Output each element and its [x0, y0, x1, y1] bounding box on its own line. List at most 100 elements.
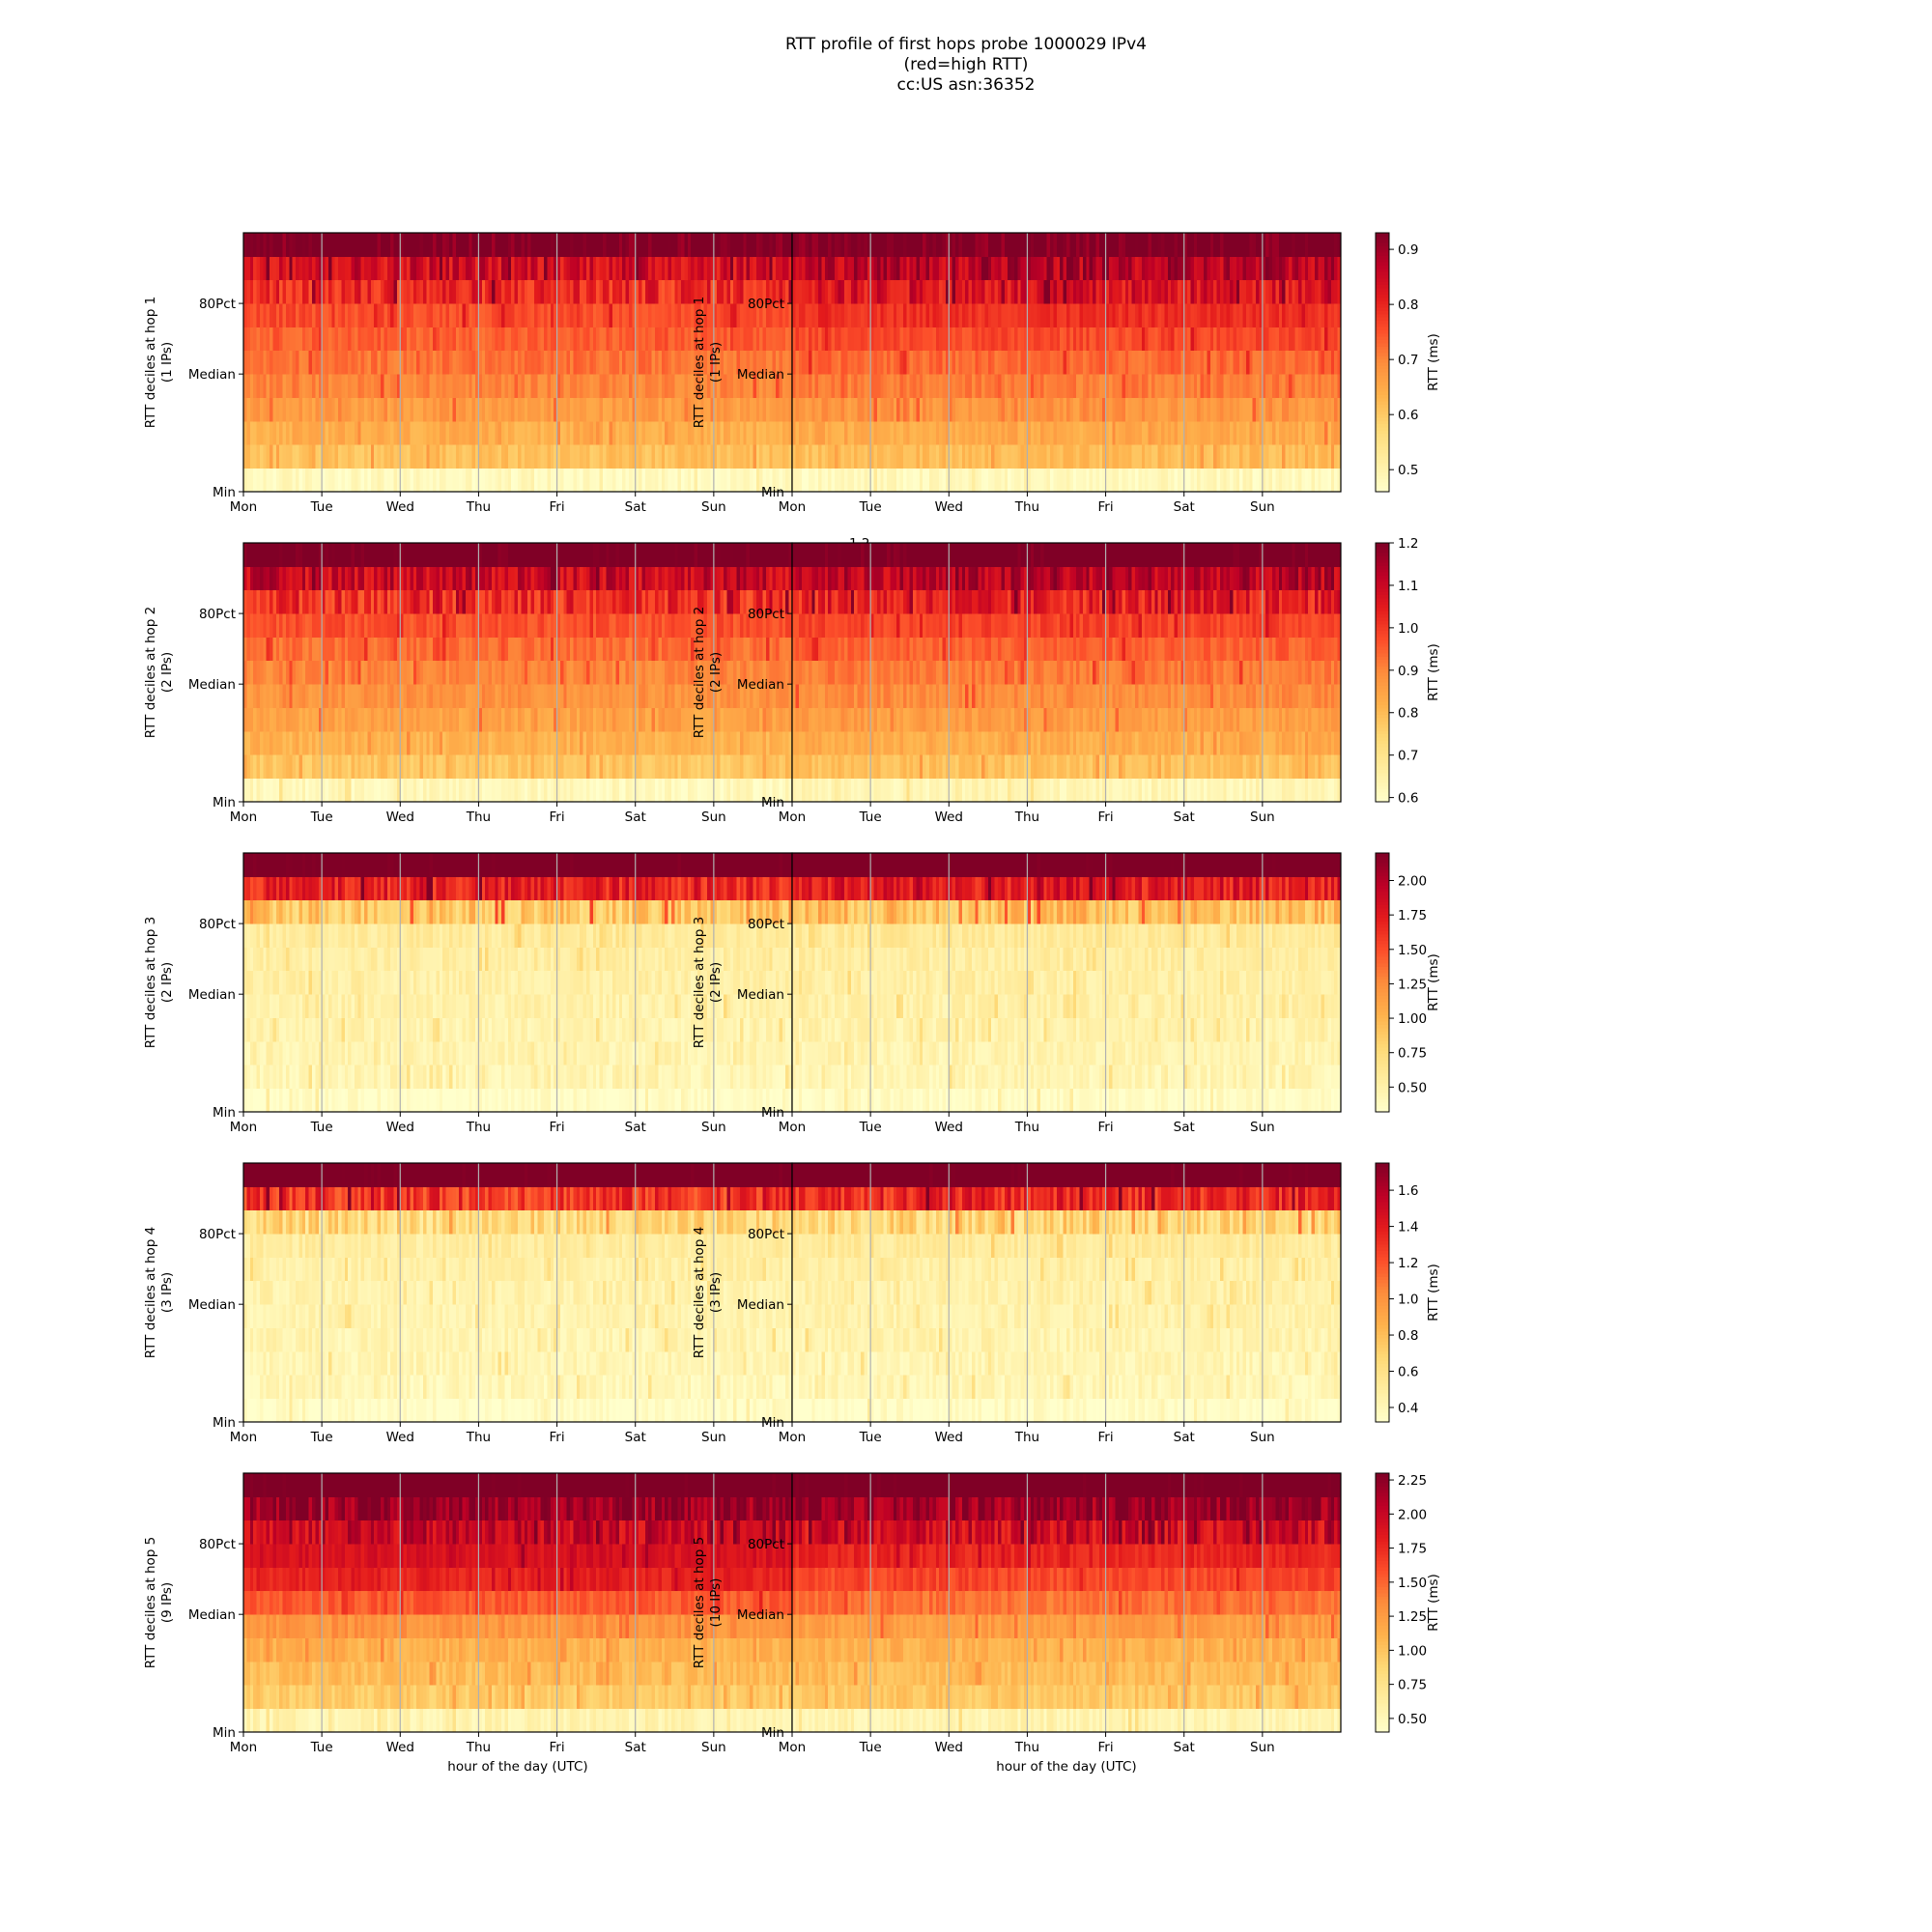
heatmap-cell — [361, 421, 365, 445]
heatmap-cell — [1253, 421, 1257, 445]
heatmap-cell — [773, 233, 777, 257]
heatmap-cell — [534, 256, 538, 280]
heatmap-cell — [704, 469, 708, 493]
colorbar-segment — [1376, 372, 1389, 376]
heatmap-cell — [603, 469, 607, 493]
heatmap-cell — [671, 731, 675, 755]
colorbar-tick-label: 0.8 — [1398, 298, 1418, 313]
heatmap-cell — [260, 374, 264, 398]
heatmap-cell — [773, 421, 777, 445]
heatmap-cell — [293, 351, 297, 375]
colorbar-segment — [1376, 350, 1389, 354]
heatmap-cell — [979, 256, 982, 280]
heatmap-cell — [1083, 374, 1087, 398]
heatmap-cell — [1116, 280, 1120, 304]
heatmap-cell — [1047, 351, 1051, 375]
heatmap-cell — [466, 398, 469, 422]
panel-hop-1-right: Mon Tue Wed Thu Fri Sat SunMinMedian80PctRTT d… — [692, 233, 1441, 515]
y-axis-ip-count: (1 IPs) — [159, 342, 175, 383]
heatmap-cell — [498, 374, 502, 398]
heatmap-cell — [603, 708, 607, 732]
heatmap-cell — [498, 731, 502, 755]
heatmap-cell — [979, 280, 982, 304]
heatmap-cell — [567, 754, 571, 779]
colorbar-segment — [1376, 475, 1389, 479]
x-tick-label: Sat — [625, 499, 646, 515]
heatmap-cell — [1220, 327, 1224, 351]
colorbar-segment — [1376, 460, 1389, 464]
heatmap-cell — [567, 256, 571, 280]
heatmap-cell — [328, 303, 332, 327]
heatmap-cell — [910, 444, 914, 469]
heatmap-cell — [671, 327, 675, 351]
heatmap-cell — [1289, 233, 1293, 257]
heatmap-cell — [979, 233, 982, 257]
heatmap-cell — [910, 256, 914, 280]
colorbar-segment — [1376, 375, 1389, 379]
colorbar-segment — [1376, 236, 1389, 240]
heatmap-cell — [534, 684, 538, 708]
x-tick-label: Fri — [1098, 499, 1114, 515]
heatmap-cell — [328, 661, 332, 685]
heatmap-cell — [361, 754, 365, 779]
heatmap-cell — [671, 351, 675, 375]
heatmap-cell — [534, 708, 538, 732]
heatmap-cell — [430, 374, 434, 398]
heatmap-cell — [328, 327, 332, 351]
heatmap-cell — [910, 233, 914, 257]
heatmap-cell — [1047, 233, 1051, 257]
heatmap-cell — [809, 280, 812, 304]
x-tick-label: Thu — [1014, 499, 1039, 515]
heatmap-cell — [498, 351, 502, 375]
colorbar-tick-label: 0.9 — [1398, 242, 1418, 258]
heatmap-cell — [1151, 280, 1155, 304]
y-tick-label: Min — [213, 485, 236, 500]
y-tick-label: 80Pct — [199, 297, 236, 312]
colorbar-tick-label: 0.6 — [1398, 408, 1418, 423]
colorbar-segment — [1376, 382, 1389, 385]
heatmap-cell — [740, 233, 744, 257]
colorbar-segment — [1376, 369, 1389, 373]
heatmap-cell — [1014, 374, 1018, 398]
heatmap-cell — [841, 444, 845, 469]
heatmap-cell — [466, 731, 469, 755]
heatmap-cell — [603, 444, 607, 469]
heatmap-cell — [293, 754, 297, 779]
heatmap-cell — [1047, 280, 1051, 304]
heatmap-cell — [260, 351, 264, 375]
heatmap-cell — [466, 661, 469, 685]
heatmap-cell — [567, 469, 571, 493]
heatmap-cell — [910, 374, 914, 398]
heatmap-cell — [293, 303, 297, 327]
heatmap-cell — [603, 303, 607, 327]
y-axis-label: RTT deciles at hop 1 — [692, 297, 707, 429]
heatmap-cell — [498, 398, 502, 422]
heatmap-cell — [293, 637, 297, 661]
heatmap-cell — [430, 280, 434, 304]
heatmap-cell — [671, 421, 675, 445]
heatmap-cell — [293, 779, 297, 803]
heatmap-cell — [567, 421, 571, 445]
heatmap-cell — [466, 779, 469, 803]
colorbar-segment — [1376, 314, 1389, 318]
heatmap-cell — [740, 708, 744, 732]
heatmap-cell — [466, 708, 469, 732]
heatmap-cell — [498, 233, 502, 257]
heatmap-cell — [704, 233, 708, 257]
heatmap-cell — [1220, 233, 1224, 257]
heatmap-cell — [671, 374, 675, 398]
heatmap-cell — [1014, 327, 1018, 351]
heatmap-cell — [704, 754, 708, 779]
y-tick-label: Min — [761, 485, 784, 500]
heatmap-cell — [361, 779, 365, 803]
colorbar-segment — [1376, 479, 1389, 483]
heatmap-cell — [293, 444, 297, 469]
heatmap-cell — [260, 708, 264, 732]
heatmap-cell — [430, 708, 434, 732]
heatmap-cell — [1253, 256, 1257, 280]
heatmap-cell — [1321, 327, 1325, 351]
heatmap-cell — [534, 351, 538, 375]
heatmap-cell — [1253, 303, 1257, 327]
heatmap-cell — [328, 779, 332, 803]
heatmap-cell — [1151, 374, 1155, 398]
